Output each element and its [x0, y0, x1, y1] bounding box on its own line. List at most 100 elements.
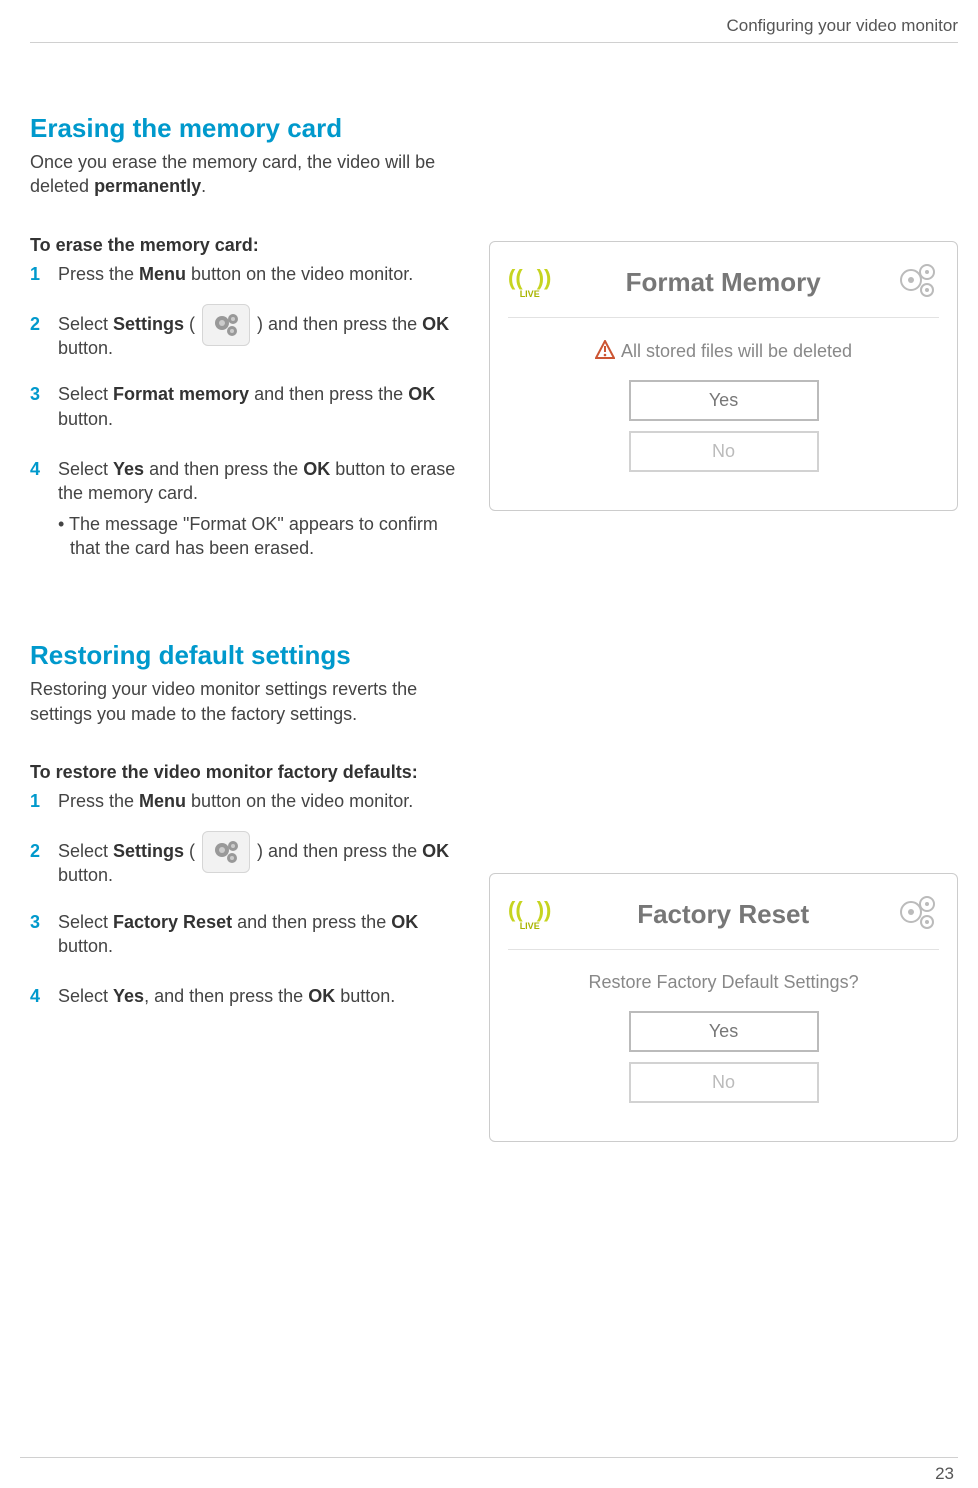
t: button.: [335, 986, 395, 1006]
screen-message: Restore Factory Default Settings?: [508, 972, 939, 993]
screen-header: (()) LIVE Format Memory: [508, 260, 939, 318]
footer-line: 23: [20, 1457, 958, 1458]
section1-intro-suf: .: [201, 176, 206, 196]
step-body: Press the Menu button on the video monit…: [58, 789, 459, 813]
section1-intro: Once you erase the memory card, the vide…: [30, 150, 459, 199]
settings-icon: [202, 831, 250, 873]
section2-howto-head: To restore the video monitor factory def…: [30, 762, 459, 783]
factory-reset-screen: (()) LIVE Factory Reset Restore Factory …: [489, 873, 958, 1142]
t: Select: [58, 912, 113, 932]
right-column: (()) LIVE Format Memory All stored files…: [489, 113, 958, 1142]
t: ) and then press the: [252, 841, 422, 861]
left-column: Erasing the memory card Once you erase t…: [30, 113, 459, 1142]
t: OK: [408, 384, 435, 404]
content: Erasing the memory card Once you erase t…: [30, 113, 958, 1142]
t: Press the: [58, 791, 139, 811]
t: OK: [422, 314, 449, 334]
t: (: [184, 841, 200, 861]
step-number: 1: [30, 789, 58, 813]
step-number: 4: [30, 457, 58, 560]
section1-intro-bold: permanently: [94, 176, 201, 196]
section2-intro: Restoring your video monitor settings re…: [30, 677, 459, 726]
step-body: Select Factory Reset and then press the …: [58, 910, 459, 959]
section2-title: Restoring default settings: [30, 640, 459, 671]
t: and then press the: [232, 912, 391, 932]
page-number: 23: [935, 1464, 954, 1484]
running-header: Configuring your video monitor: [30, 16, 958, 43]
t: Select: [58, 384, 113, 404]
step-body: Select Settings ( ) and then press the O…: [58, 312, 459, 361]
section1-intro-pre: Once you erase the memory card, the vide…: [30, 152, 435, 196]
t: Select: [58, 459, 113, 479]
t: Format memory: [113, 384, 249, 404]
step-number: 1: [30, 262, 58, 286]
t: Menu: [139, 791, 186, 811]
t: Select: [58, 314, 113, 334]
step-body: Press the Menu button on the video monit…: [58, 262, 459, 286]
step-body: Select Format memory and then press the …: [58, 382, 459, 431]
gear-icon: [895, 892, 939, 937]
live-marks: (()): [508, 899, 551, 921]
screen-title: Factory Reset: [551, 899, 895, 930]
t: Settings: [113, 841, 184, 861]
t: Select: [58, 986, 113, 1006]
live-marks: (()): [508, 267, 551, 289]
step-note: • The message "Format OK" appears to con…: [58, 512, 459, 561]
step: 4 Select Yes, and then press the OK butt…: [58, 984, 459, 1008]
t: OK: [308, 986, 335, 1006]
t: OK: [422, 841, 449, 861]
t: button.: [58, 936, 113, 956]
t: and then press the: [144, 459, 303, 479]
live-badge-icon: (()) LIVE: [508, 267, 551, 299]
yes-button[interactable]: Yes: [629, 1011, 819, 1052]
section1-howto-head: To erase the memory card:: [30, 235, 459, 256]
t: button.: [58, 409, 113, 429]
live-label: LIVE: [520, 921, 540, 931]
section1-steps: 1 Press the Menu button on the video mon…: [30, 262, 459, 561]
step: 2 Select Settings ( ) and then press the…: [58, 839, 459, 888]
t: OK: [391, 912, 418, 932]
step: 2 Select Settings ( ) and then press the…: [58, 312, 459, 361]
t: button on the video monitor.: [186, 791, 413, 811]
no-button[interactable]: No: [629, 1062, 819, 1103]
step-body: Select Yes and then press the OK button …: [58, 457, 459, 560]
step: 1 Press the Menu button on the video mon…: [58, 262, 459, 286]
t: Select: [58, 841, 113, 861]
gear-icon: [895, 260, 939, 305]
t: and then press the: [249, 384, 408, 404]
no-button[interactable]: No: [629, 431, 819, 472]
running-title-text: Configuring your video monitor: [726, 16, 958, 35]
t: (: [184, 314, 200, 334]
t: Yes: [113, 459, 144, 479]
page: Configuring your video monitor Erasing t…: [0, 0, 978, 1142]
settings-icon: [202, 304, 250, 346]
step-body: Select Settings ( ) and then press the O…: [58, 839, 459, 888]
t: , and then press the: [144, 986, 308, 1006]
t: Menu: [139, 264, 186, 284]
t: Yes: [113, 986, 144, 1006]
spacer: [489, 113, 958, 241]
yes-button[interactable]: Yes: [629, 380, 819, 421]
t: button on the video monitor.: [186, 264, 413, 284]
step-number: 2: [30, 312, 58, 361]
t: OK: [303, 459, 330, 479]
step-number: 2: [30, 839, 58, 888]
t: Factory Reset: [113, 912, 232, 932]
t: Press the: [58, 264, 139, 284]
t: Settings: [113, 314, 184, 334]
live-label: LIVE: [520, 289, 540, 299]
screen-message-text: All stored files will be deleted: [621, 341, 852, 361]
step-number: 3: [30, 910, 58, 959]
live-badge-icon: (()) LIVE: [508, 899, 551, 931]
step: 4 Select Yes and then press the OK butto…: [58, 457, 459, 560]
screen-title: Format Memory: [551, 267, 895, 298]
step-number: 3: [30, 382, 58, 431]
format-memory-screen: (()) LIVE Format Memory All stored files…: [489, 241, 958, 511]
step: 1 Press the Menu button on the video mon…: [58, 789, 459, 813]
step: 3 Select Factory Reset and then press th…: [58, 910, 459, 959]
step: 3 Select Format memory and then press th…: [58, 382, 459, 431]
t: button.: [58, 338, 113, 358]
t: button.: [58, 865, 113, 885]
section1-title: Erasing the memory card: [30, 113, 459, 144]
warning-icon: [595, 340, 615, 360]
